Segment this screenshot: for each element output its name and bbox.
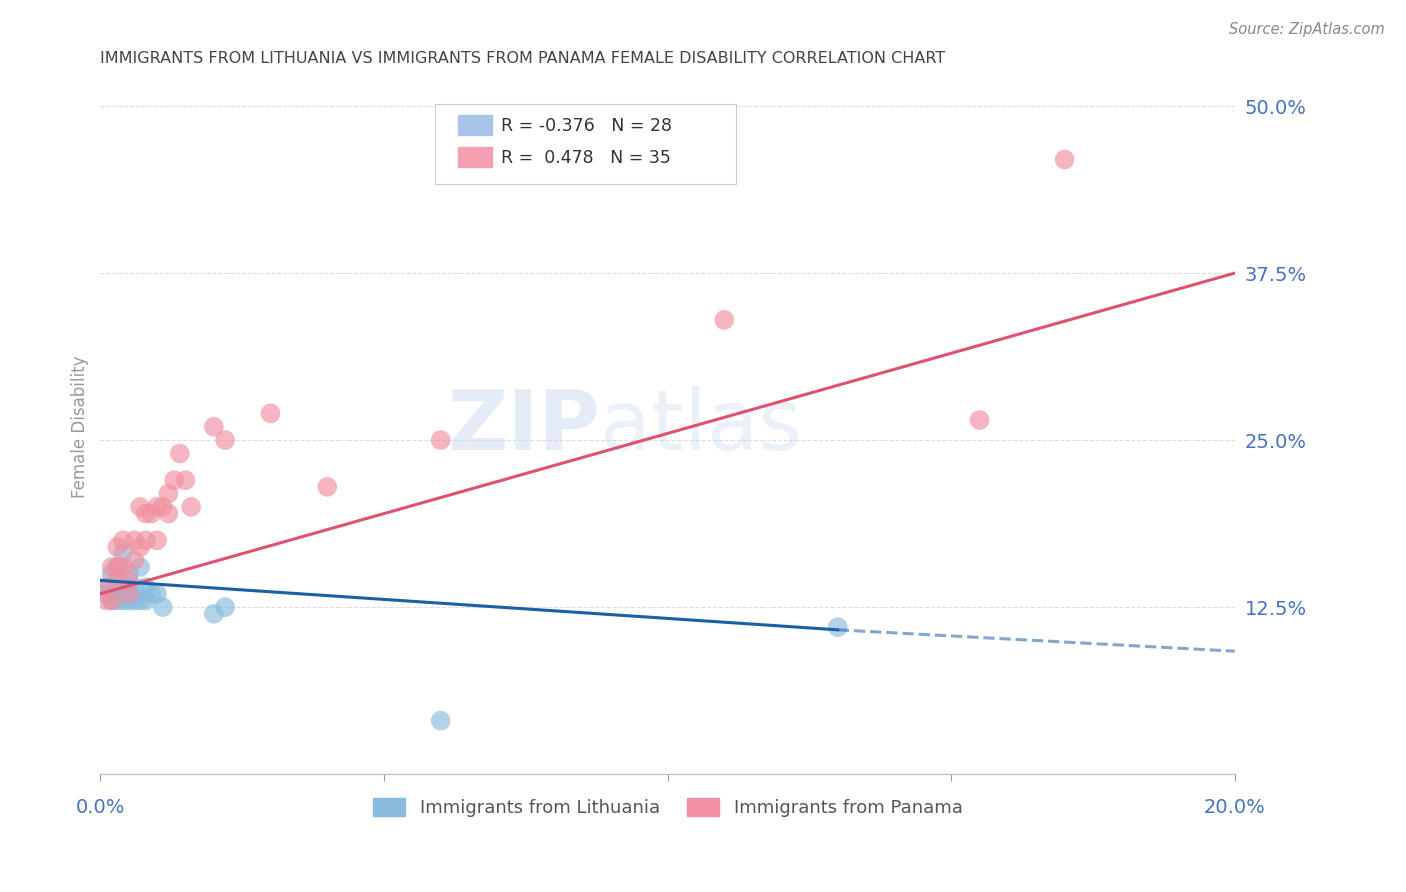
Point [129, 593, 152, 607]
Point [135, 533, 157, 548]
Text: 0.0%: 0.0% [76, 798, 125, 817]
Point [202, 607, 225, 621]
Point [124, 593, 146, 607]
Point [94, 593, 117, 607]
Point [105, 560, 128, 574]
Point [118, 580, 141, 594]
Point [146, 500, 169, 514]
Point [214, 433, 236, 447]
Text: 20.0%: 20.0% [1204, 798, 1265, 817]
Point [827, 620, 849, 634]
Point [100, 566, 122, 581]
Point [118, 593, 141, 607]
Point [94, 580, 117, 594]
Point [316, 480, 339, 494]
Point [713, 313, 735, 327]
Point [169, 446, 191, 460]
Point [94, 587, 117, 601]
Point [118, 566, 141, 581]
Point [429, 433, 451, 447]
Point [152, 500, 174, 514]
Point [118, 574, 141, 588]
Point [141, 507, 163, 521]
Text: ZIP: ZIP [447, 386, 599, 467]
Point [105, 580, 128, 594]
Point [129, 540, 152, 554]
Y-axis label: Female Disability: Female Disability [72, 356, 89, 498]
Point [94, 580, 117, 594]
Text: atlas: atlas [599, 386, 801, 467]
Point [100, 587, 122, 601]
Point [429, 714, 451, 728]
Legend: Immigrants from Lithuania, Immigrants from Panama: Immigrants from Lithuania, Immigrants fr… [366, 790, 970, 824]
Point [112, 593, 135, 607]
Point [100, 593, 122, 607]
Point [129, 500, 152, 514]
Point [214, 600, 236, 615]
Point [105, 593, 128, 607]
Point [259, 406, 281, 420]
Text: Source: ZipAtlas.com: Source: ZipAtlas.com [1229, 22, 1385, 37]
Point [157, 486, 180, 500]
Point [157, 507, 180, 521]
Point [163, 473, 186, 487]
Point [124, 533, 146, 548]
Point [146, 533, 169, 548]
Point [969, 413, 991, 427]
Point [105, 574, 128, 588]
Bar [458, 115, 492, 135]
Point [129, 560, 152, 574]
Point [105, 574, 128, 588]
Point [141, 587, 163, 601]
Text: R =  0.478   N = 35: R = 0.478 N = 35 [501, 149, 671, 167]
Point [112, 547, 135, 561]
Point [112, 560, 135, 574]
Point [152, 600, 174, 615]
Point [112, 580, 135, 594]
Point [135, 580, 157, 594]
Point [174, 473, 197, 487]
Text: R = -0.376   N = 28: R = -0.376 N = 28 [501, 117, 672, 135]
Point [100, 593, 122, 607]
FancyBboxPatch shape [434, 103, 735, 184]
Point [112, 533, 135, 548]
Point [135, 593, 157, 607]
Point [100, 560, 122, 574]
Point [180, 500, 202, 514]
Point [135, 507, 157, 521]
Point [1053, 153, 1076, 167]
Bar [458, 147, 492, 167]
Point [118, 587, 141, 601]
Point [202, 419, 225, 434]
Text: IMMIGRANTS FROM LITHUANIA VS IMMIGRANTS FROM PANAMA FEMALE DISABILITY CORRELATIO: IMMIGRANTS FROM LITHUANIA VS IMMIGRANTS … [100, 51, 946, 66]
Point [105, 560, 128, 574]
Point [124, 580, 146, 594]
Point [146, 587, 169, 601]
Point [124, 553, 146, 567]
Point [105, 540, 128, 554]
